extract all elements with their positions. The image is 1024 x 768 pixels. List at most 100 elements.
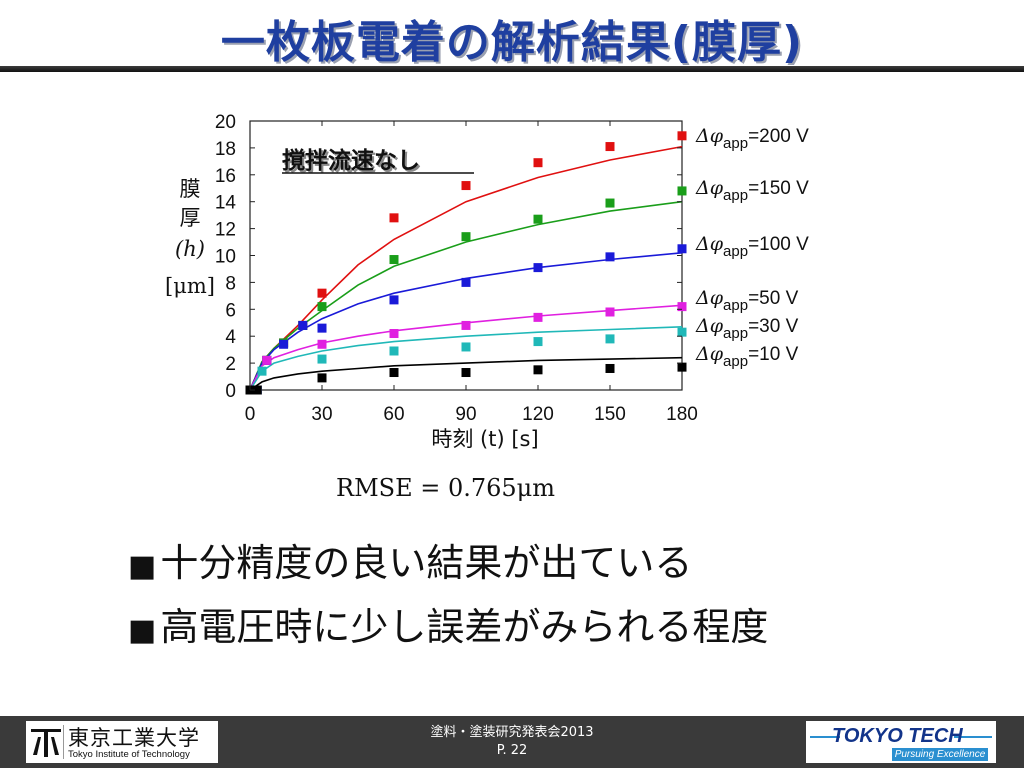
org-name-jp: 東京工業大学	[68, 726, 200, 750]
x-axis-label: 時刻 (t) [s]	[431, 427, 538, 451]
y-tick-label: 12	[215, 220, 236, 241]
data-point	[605, 142, 615, 152]
brand-tagline: Pursuing Excellence	[892, 748, 988, 761]
rmse-value: RMSE = 0.765μm	[336, 474, 556, 502]
brand-name: TOKYO TECH	[832, 725, 963, 747]
fit-curve-3	[249, 252, 683, 391]
data-point	[461, 342, 471, 352]
data-point	[533, 337, 543, 347]
y-tick-label: 16	[215, 166, 236, 187]
legend-label-3: Δφapp=100 V	[695, 233, 809, 260]
page-number: P. 22	[496, 743, 528, 758]
data-point	[677, 362, 687, 372]
data-point	[257, 366, 267, 376]
thickness-chart: 0 2 4 6 8 10 12 14 16 18 20 0 30 60 90 120 150 180 Δφapp=…	[165, 112, 809, 451]
x-tick-label: 120	[522, 404, 554, 425]
titech-logo: 東京工業大学 Tokyo Institute of Technology	[26, 721, 218, 763]
data-point	[677, 302, 687, 312]
data-point	[317, 323, 327, 333]
y-tick-label: 2	[225, 354, 236, 375]
footer-bar: 東京工業大学 Tokyo Institute of Technology 塗料・…	[0, 716, 1024, 768]
bullet-item-1: ■ 十分精度の良い結果が出ている	[128, 532, 692, 587]
logo-line-right	[954, 736, 992, 738]
y-axis-label: 膜 厚 (h) [μm]	[165, 177, 215, 298]
fit-curve-5	[249, 326, 683, 391]
data-point	[677, 131, 687, 141]
data-point	[533, 365, 543, 375]
data-point	[533, 312, 543, 322]
footer-info: 塗料・塗装研究発表会2013 P. 22	[362, 724, 662, 760]
data-point	[279, 339, 289, 349]
data-point	[605, 252, 615, 262]
y-label-line-1: 膜	[180, 177, 201, 201]
data-point	[389, 329, 399, 339]
data-point	[389, 346, 399, 356]
legend-label-2: Δφapp=150 V	[695, 177, 809, 204]
logo-line-left	[810, 736, 840, 738]
data-point	[461, 320, 471, 330]
y-label-line-3: (h)	[175, 237, 205, 261]
legend-label-4: Δφapp=50 V	[695, 287, 799, 314]
data-point	[252, 385, 262, 395]
title-divider	[0, 66, 1024, 72]
y-tick-label: 20	[215, 112, 236, 133]
y-tick-label: 8	[225, 273, 236, 294]
bullet-text-2: 高電圧時に少し誤差がみられる程度	[160, 605, 769, 649]
y-tick-label: 18	[215, 139, 236, 160]
org-name-en: Tokyo Institute of Technology	[68, 749, 190, 760]
data-point	[317, 373, 327, 383]
x-tick-label: 90	[455, 404, 476, 425]
event-name: 塗料・塗装研究発表会2013	[430, 725, 594, 740]
bullet-text-1: 十分精度の良い結果が出ている	[160, 541, 693, 585]
data-point	[461, 232, 471, 242]
data-point	[461, 181, 471, 191]
data-point	[262, 355, 272, 365]
data-point	[389, 213, 399, 223]
x-tick-label: 30	[311, 404, 332, 425]
square-bullet-icon: ■	[128, 549, 157, 584]
data-point	[677, 327, 687, 337]
x-tick-label: 0	[245, 404, 256, 425]
x-tick-label: 60	[383, 404, 404, 425]
data-point	[605, 334, 615, 344]
slide-title: 一枚板電着の解析結果(膜厚)	[220, 17, 804, 68]
data-point	[298, 320, 308, 330]
y-tick-label: 4	[225, 327, 236, 348]
tokyo-tech-logo: TOKYO TECH Pursuing Excellence	[806, 721, 996, 763]
x-tick-label: 150	[594, 404, 626, 425]
data-point	[533, 263, 543, 273]
data-point	[605, 198, 615, 208]
data-point	[461, 368, 471, 378]
y-tick-label: 14	[215, 193, 237, 214]
y-label-line-4: [μm]	[165, 274, 215, 298]
data-point	[389, 368, 399, 378]
data-point	[389, 295, 399, 305]
data-point	[605, 307, 615, 317]
data-point	[533, 158, 543, 168]
data-point	[317, 354, 327, 364]
bullet-item-2: ■ 高電圧時に少し誤差がみられる程度	[128, 596, 768, 651]
data-point	[317, 339, 327, 349]
data-point	[677, 244, 687, 254]
university-emblem-icon	[31, 725, 64, 759]
y-tick-label: 0	[225, 381, 236, 402]
y-tick-label: 10	[215, 247, 236, 268]
data-point	[461, 277, 471, 287]
no-stirring-annotation: 撹拌流速なし 撹拌流速なし	[282, 147, 474, 176]
data-point	[677, 186, 687, 196]
data-point	[389, 255, 399, 265]
data-point	[605, 363, 615, 373]
data-point	[317, 288, 327, 298]
fit-curve-2	[249, 200, 683, 391]
data-point	[533, 214, 543, 224]
legend-label-1: Δφapp=200 V	[695, 125, 809, 152]
fit-curve-6	[249, 356, 683, 391]
y-label-line-2: 厚	[180, 206, 201, 230]
square-bullet-icon: ■	[128, 613, 157, 648]
legend-label-5: Δφapp=30 V	[695, 315, 799, 342]
x-tick-label: 180	[666, 404, 698, 425]
data-point	[317, 302, 327, 312]
legend-label-6: Δφapp=10 V	[695, 343, 799, 370]
annotation-text: 撹拌流速なし	[282, 147, 420, 174]
annotation-shadow: 撹拌流速なし	[284, 149, 422, 176]
